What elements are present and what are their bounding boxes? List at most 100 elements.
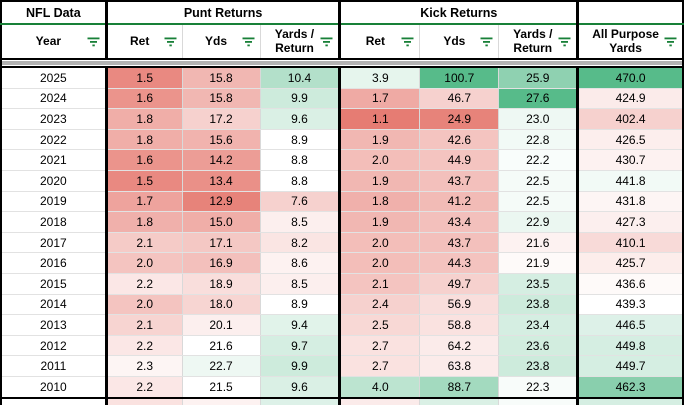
kick-yards-per-return-cell[interactable]: 23.0: [498, 108, 580, 130]
punt-yards-per-return-cell[interactable]: 9.7: [260, 335, 342, 357]
kick-ret-cell[interactable]: 2.7: [339, 355, 421, 377]
year-cell[interactable]: 2021: [1, 149, 108, 171]
punt-ret-cell[interactable]: 2.3: [106, 355, 183, 377]
punt-yards-per-return-cell[interactable]: 7.6: [260, 191, 342, 213]
kick-yards-per-return-cell[interactable]: 21.6: [498, 232, 580, 254]
kick-ret-cell[interactable]: 2.0: [339, 232, 421, 254]
punt-ret-cell[interactable]: 2.0: [106, 294, 183, 316]
year-cell[interactable]: 2016: [1, 252, 108, 274]
kick-ret-cell[interactable]: 1.9: [339, 170, 421, 192]
year-cell[interactable]: 2023: [1, 108, 108, 130]
punt-yards-per-return-cell[interactable]: 8.5: [260, 211, 342, 233]
empty-header-cell[interactable]: [577, 1, 683, 25]
filter-funnel-icon[interactable]: [480, 37, 493, 47]
kick-ret-cell[interactable]: 2.4: [339, 294, 421, 316]
filter-funnel-icon[interactable]: [87, 37, 100, 47]
kick-yards-per-return-cell[interactable]: 23.4: [498, 314, 580, 336]
corner-header-cell[interactable]: NFL Data: [1, 1, 108, 25]
all-purpose-yards-cell[interactable]: 427.3: [577, 211, 683, 233]
all-purpose-yards-cell[interactable]: 449.8: [577, 335, 683, 357]
year-cell[interactable]: 2024: [1, 88, 108, 110]
punt-yds-cell[interactable]: 15.8: [182, 67, 261, 89]
punt-ret-cell[interactable]: 2.0: [106, 252, 183, 274]
punt-yds-cell[interactable]: 15.8: [182, 88, 261, 110]
punt-yds-cell[interactable]: 17.2: [182, 108, 261, 130]
kick-yards-per-return-cell[interactable]: 22.9: [498, 211, 580, 233]
all-purpose-yards-cell[interactable]: 426.5: [577, 129, 683, 151]
kick-ret-cell[interactable]: 2.7: [339, 335, 421, 357]
kick-ret-cell[interactable]: 2.1: [339, 273, 421, 295]
column-header-punt-yds[interactable]: Yds: [182, 24, 261, 60]
kick-ret-cell[interactable]: 1.1: [339, 108, 421, 130]
kick-yds-cell[interactable]: 49.7: [419, 273, 500, 295]
kick-yards-per-return-cell[interactable]: 23.5: [498, 273, 580, 295]
punt-yards-per-return-cell[interactable]: 8.6: [260, 252, 342, 274]
all-purpose-yards-cell[interactable]: 425.7: [577, 252, 683, 274]
punt-yds-cell[interactable]: 15.6: [182, 129, 261, 151]
punt-yards-per-return-cell[interactable]: 8.8: [260, 170, 342, 192]
kick-yards-per-return-cell[interactable]: 22.3: [498, 376, 580, 399]
year-cell[interactable]: 2013: [1, 314, 108, 336]
punt-yds-cell[interactable]: 13.4: [182, 170, 261, 192]
year-cell[interactable]: 2011: [1, 355, 108, 377]
punt-yds-cell[interactable]: 18.0: [182, 294, 261, 316]
year-cell[interactable]: 2017: [1, 232, 108, 254]
kick-yds-cell[interactable]: 43.7: [419, 170, 500, 192]
column-header-kick-yards-per-return[interactable]: Yards / Return: [498, 24, 580, 60]
punt-yds-cell[interactable]: 17.1: [182, 232, 261, 254]
kick-yards-per-return-cell[interactable]: 21.9: [498, 252, 580, 274]
kick-yds-cell[interactable]: 63.8: [419, 355, 500, 377]
all-purpose-yards-cell[interactable]: 410.1: [577, 232, 683, 254]
kick-yards-per-return-cell[interactable]: 25.9: [498, 67, 580, 89]
kick-yards-per-return-cell[interactable]: 22.5: [498, 170, 580, 192]
kick-ret-cell[interactable]: 1.9: [339, 211, 421, 233]
filter-funnel-icon[interactable]: [664, 37, 677, 47]
column-header-kick-ret[interactable]: Ret: [339, 24, 421, 60]
punt-yds-cell[interactable]: 20.1: [182, 314, 261, 336]
punt-ret-cell[interactable]: 1.6: [106, 88, 183, 110]
all-purpose-yards-cell[interactable]: 449.7: [577, 355, 683, 377]
filter-funnel-icon[interactable]: [401, 37, 414, 47]
punt-ret-cell[interactable]: 1.5: [106, 170, 183, 192]
punt-yds-cell[interactable]: 21.6: [182, 335, 261, 357]
punt-yds-cell[interactable]: 12.9: [182, 191, 261, 213]
kick-yards-per-return-cell[interactable]: 23.6: [498, 335, 580, 357]
punt-ret-cell[interactable]: 1.8: [106, 129, 183, 151]
punt-ret-cell[interactable]: 1.5: [106, 67, 183, 89]
kick-yds-cell[interactable]: 88.7: [419, 376, 500, 399]
punt-ret-cell[interactable]: 1.6: [106, 149, 183, 171]
punt-yds-cell[interactable]: 15.0: [182, 211, 261, 233]
kick-ret-cell[interactable]: 2.0: [339, 252, 421, 274]
punt-yards-per-return-cell[interactable]: 8.9: [260, 129, 342, 151]
kick-yds-cell[interactable]: 100.7: [419, 67, 500, 89]
punt-yards-per-return-cell[interactable]: 10.4: [260, 67, 342, 89]
punt-yards-per-return-cell[interactable]: 9.6: [260, 108, 342, 130]
year-cell[interactable]: 2022: [1, 129, 108, 151]
all-purpose-yards-cell[interactable]: 441.8: [577, 170, 683, 192]
filter-funnel-icon[interactable]: [242, 37, 255, 47]
kick-ret-cell[interactable]: 3.9: [339, 67, 421, 89]
kick-yards-per-return-cell[interactable]: 22.2: [498, 149, 580, 171]
punt-yds-cell[interactable]: 22.7: [182, 355, 261, 377]
kick-returns-group-header[interactable]: Kick Returns: [339, 1, 580, 25]
kick-yds-cell[interactable]: 44.3: [419, 252, 500, 274]
all-purpose-yards-cell[interactable]: 462.3: [577, 376, 683, 399]
year-cell[interactable]: 2018: [1, 211, 108, 233]
year-cell[interactable]: 2014: [1, 294, 108, 316]
punt-ret-cell[interactable]: 2.1: [106, 314, 183, 336]
kick-ret-cell[interactable]: 4.0: [339, 376, 421, 399]
filter-funnel-icon[interactable]: [558, 37, 571, 47]
all-purpose-yards-cell[interactable]: 439.3: [577, 294, 683, 316]
all-purpose-yards-cell[interactable]: 436.6: [577, 273, 683, 295]
punt-yds-cell[interactable]: 21.5: [182, 376, 261, 399]
year-cell[interactable]: 2019: [1, 191, 108, 213]
punt-yards-per-return-cell[interactable]: 8.5: [260, 273, 342, 295]
all-purpose-yards-cell[interactable]: 431.8: [577, 191, 683, 213]
kick-yds-cell[interactable]: 58.8: [419, 314, 500, 336]
year-cell[interactable]: 2010: [1, 376, 108, 399]
kick-yds-cell[interactable]: 43.7: [419, 232, 500, 254]
kick-yds-cell[interactable]: 56.9: [419, 294, 500, 316]
kick-yards-per-return-cell[interactable]: 22.8: [498, 129, 580, 151]
all-purpose-yards-cell[interactable]: 430.7: [577, 149, 683, 171]
punt-yards-per-return-cell[interactable]: 8.8: [260, 149, 342, 171]
